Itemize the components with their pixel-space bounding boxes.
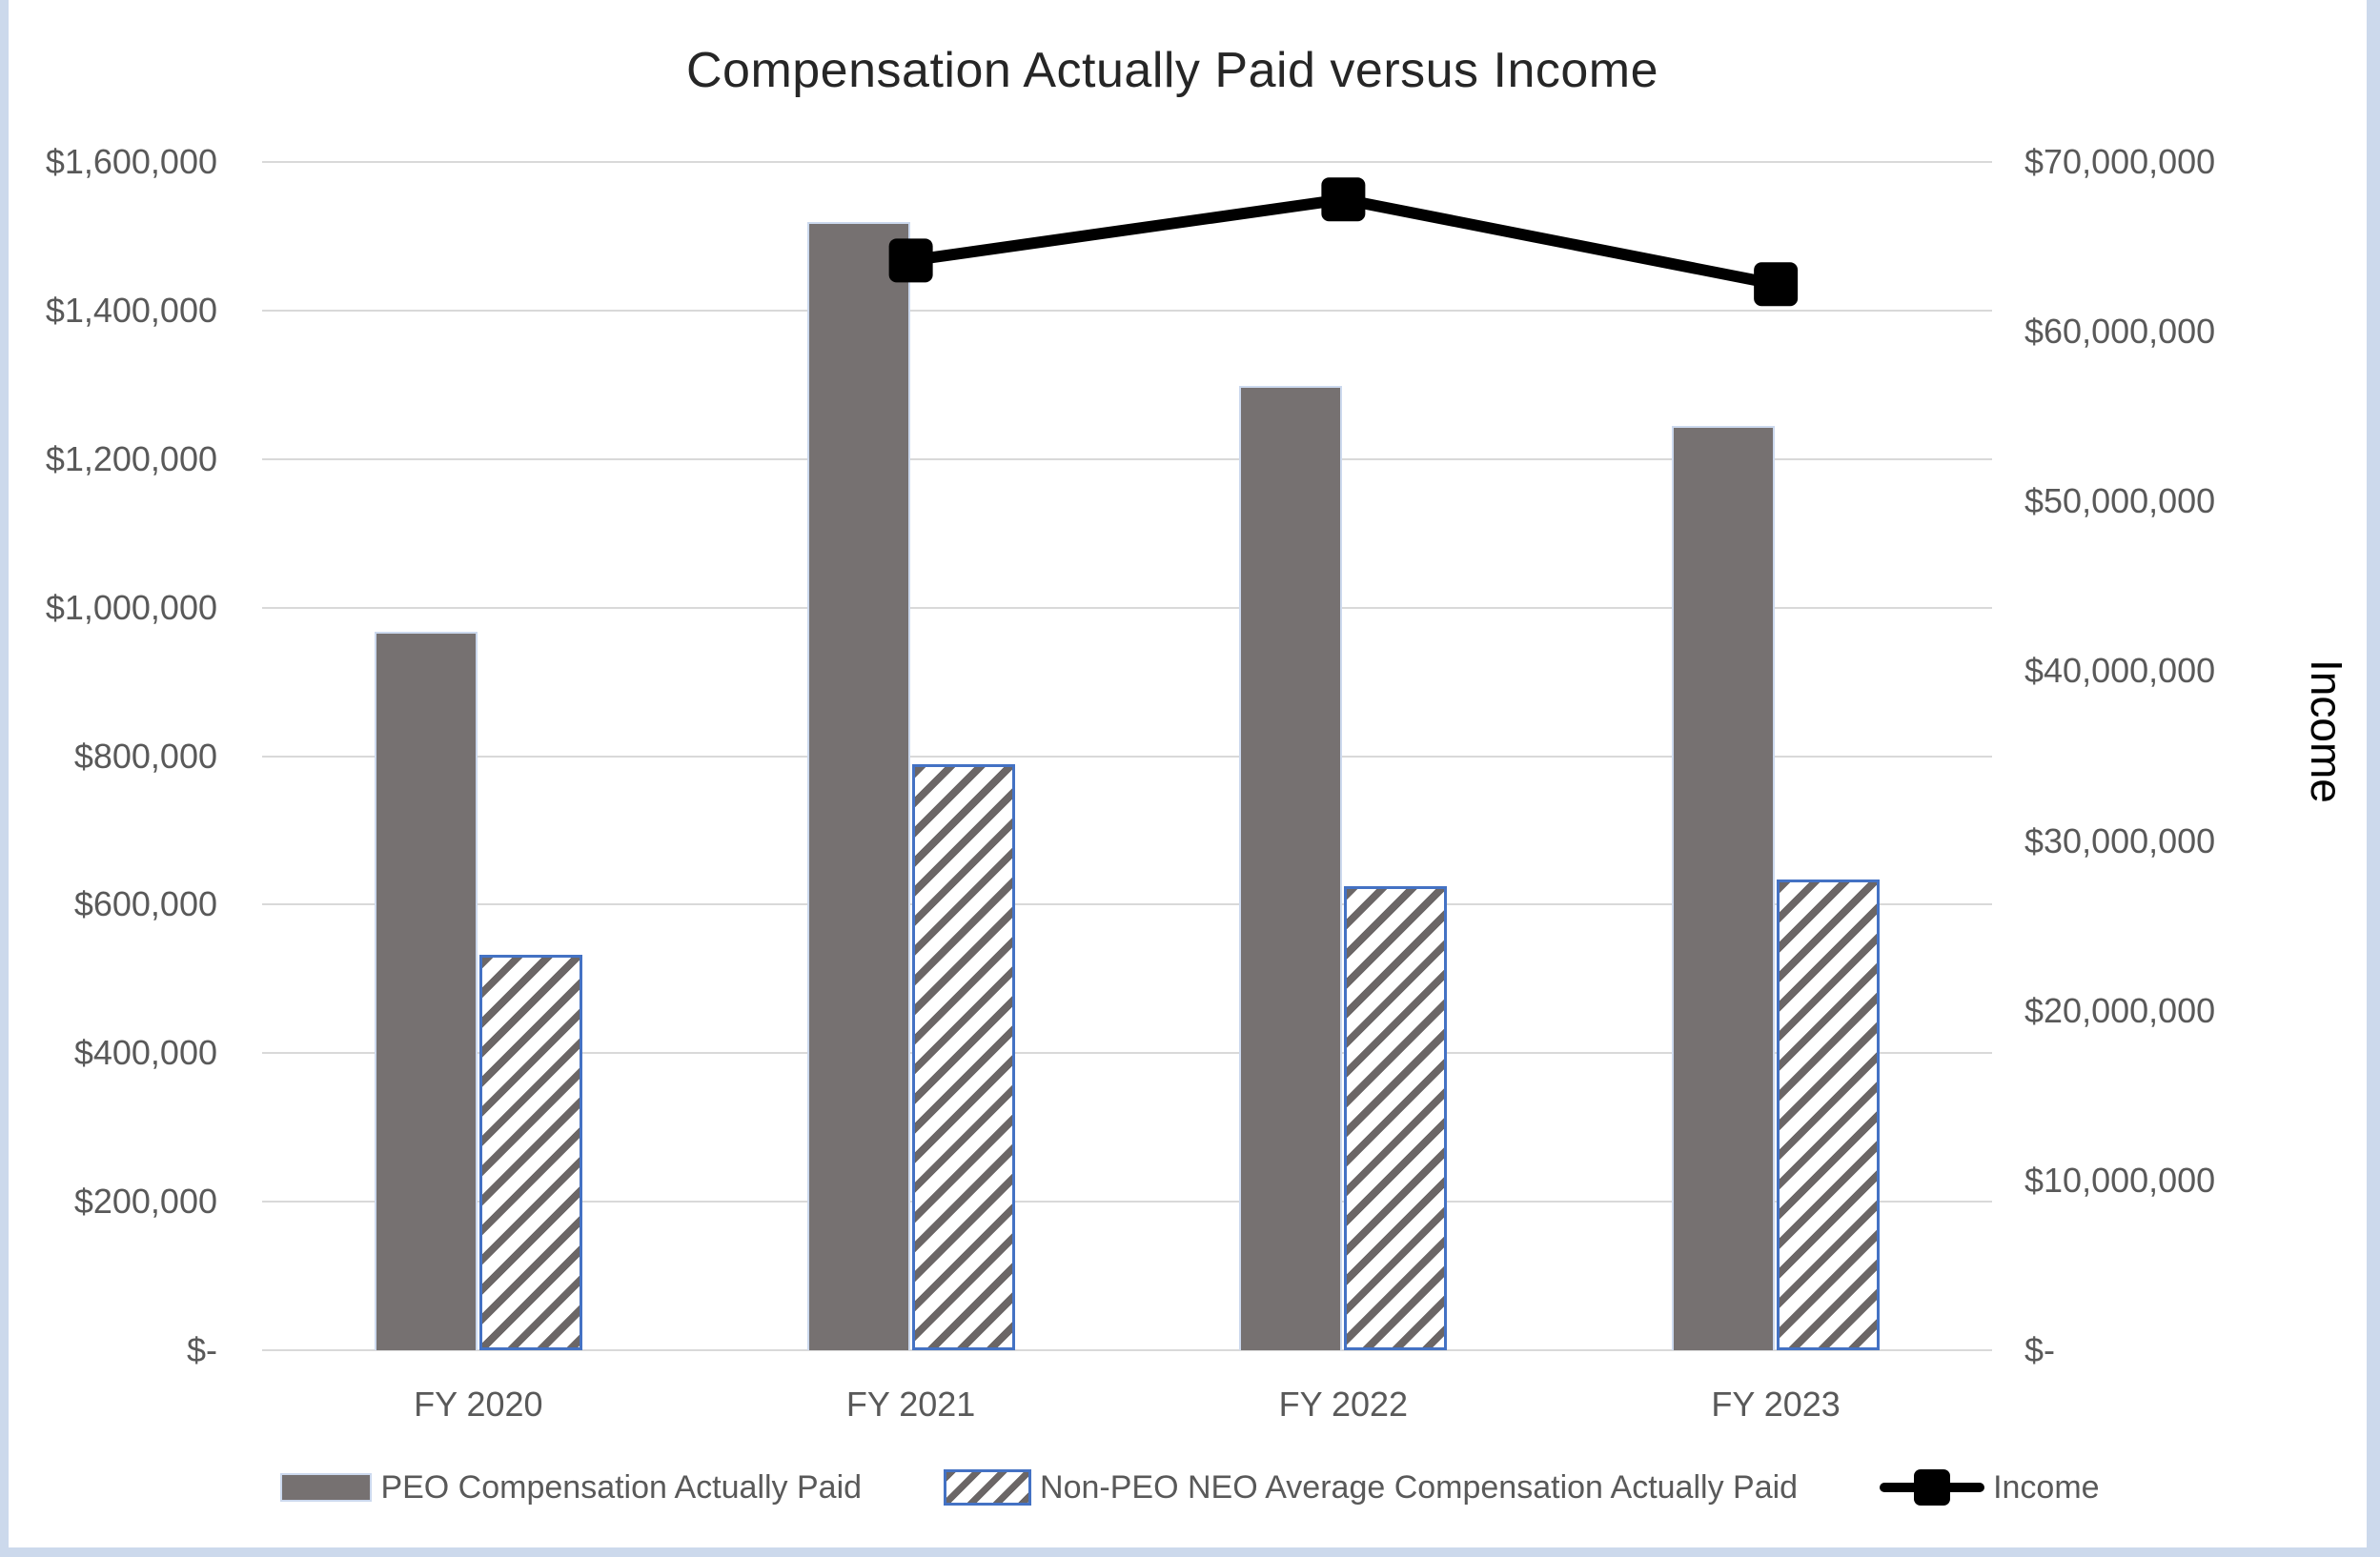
right-axis-title: Income — [2302, 659, 2351, 803]
gridline-1400000 — [262, 309, 1992, 312]
legend-item-non-peo-compensation: Non-PEO NEO Average Compensation Actuall… — [944, 1469, 1798, 1506]
legend-swatch-peo-bar — [280, 1473, 373, 1502]
right-axis-label-10000000: $10,000,000 — [2024, 1160, 2216, 1200]
right-axis-label-0: $- — [2024, 1330, 2056, 1369]
bar-peo-fy-2022 — [1239, 385, 1343, 1350]
legend-swatch-non-peo-bar — [944, 1469, 1032, 1506]
left-axis-label-200000: $200,000 — [73, 1182, 217, 1222]
gridline-800000 — [262, 755, 1992, 758]
bar-non-peo-fy-2023 — [1777, 879, 1881, 1350]
page-edge-left — [0, 0, 9, 1557]
legend-item-peo-compensation: PEO Compensation Actually Paid — [280, 1469, 862, 1506]
x-axis-label-fy-2020: FY 2020 — [414, 1385, 543, 1424]
left-axis-label-0: $- — [186, 1330, 217, 1369]
left-axis-label-600000: $600,000 — [73, 884, 217, 924]
x-axis-label-fy-2021: FY 2021 — [845, 1385, 976, 1424]
legend-label-non-peo-compensation: Non-PEO NEO Average Compensation Actuall… — [1040, 1468, 1799, 1506]
left-axis-label-1200000: $1,200,000 — [45, 438, 217, 478]
left-axis-label-1400000: $1,400,000 — [45, 290, 217, 330]
bar-peo-fy-2023 — [1672, 425, 1776, 1350]
right-axis-label-20000000: $20,000,000 — [2024, 990, 2216, 1030]
right-axis-label-50000000: $50,000,000 — [2024, 481, 2216, 521]
right-axis-label-60000000: $60,000,000 — [2024, 312, 2216, 352]
income-marker-fy-2022 — [1321, 177, 1366, 222]
x-axis-label-fy-2023: FY 2023 — [1711, 1385, 1841, 1424]
bar-non-peo-fy-2022 — [1344, 885, 1448, 1350]
bar-peo-fy-2020 — [374, 632, 478, 1350]
left-axis-label-400000: $400,000 — [73, 1033, 217, 1073]
chart-legend: PEO Compensation Actually Paid Non-PEO N… — [0, 1458, 2380, 1517]
legend-swatch-income-line — [1880, 1468, 1985, 1506]
left-axis-label-800000: $800,000 — [73, 736, 217, 776]
right-axis-label-40000000: $40,000,000 — [2024, 651, 2216, 691]
left-axis-label-1600000: $1,600,000 — [45, 142, 217, 181]
gridline-600000 — [262, 903, 1992, 906]
gridline-200000 — [262, 1201, 1992, 1203]
legend-income-marker-icon — [1914, 1469, 1951, 1506]
left-axis-label-1000000: $1,000,000 — [45, 587, 217, 627]
bar-peo-fy-2021 — [806, 222, 910, 1350]
right-axis-label-30000000: $30,000,000 — [2024, 820, 2216, 860]
gridline-400000 — [262, 1052, 1992, 1055]
income-marker-fy-2023 — [1754, 262, 1799, 307]
legend-label-peo-compensation: PEO Compensation Actually Paid — [380, 1468, 863, 1506]
gridline-1000000 — [262, 606, 1992, 609]
x-axis-label-fy-2022: FY 2022 — [1278, 1385, 1409, 1424]
income-marker-fy-2021 — [888, 238, 933, 283]
right-axis-label-70000000: $70,000,000 — [2024, 142, 2216, 181]
legend-item-income: Income — [1880, 1468, 2100, 1506]
gridline-1600000 — [262, 161, 1992, 163]
page-edge-right — [2367, 0, 2380, 1557]
page-edge-bottom — [0, 1547, 2380, 1557]
chart-title: Compensation Actually Paid versus Income — [685, 43, 1659, 98]
gridline-0 — [262, 1349, 1992, 1351]
bar-non-peo-fy-2020 — [478, 954, 582, 1350]
gridline-1200000 — [262, 457, 1992, 460]
legend-label-income: Income — [1993, 1468, 2100, 1506]
bar-non-peo-fy-2021 — [911, 764, 1015, 1350]
